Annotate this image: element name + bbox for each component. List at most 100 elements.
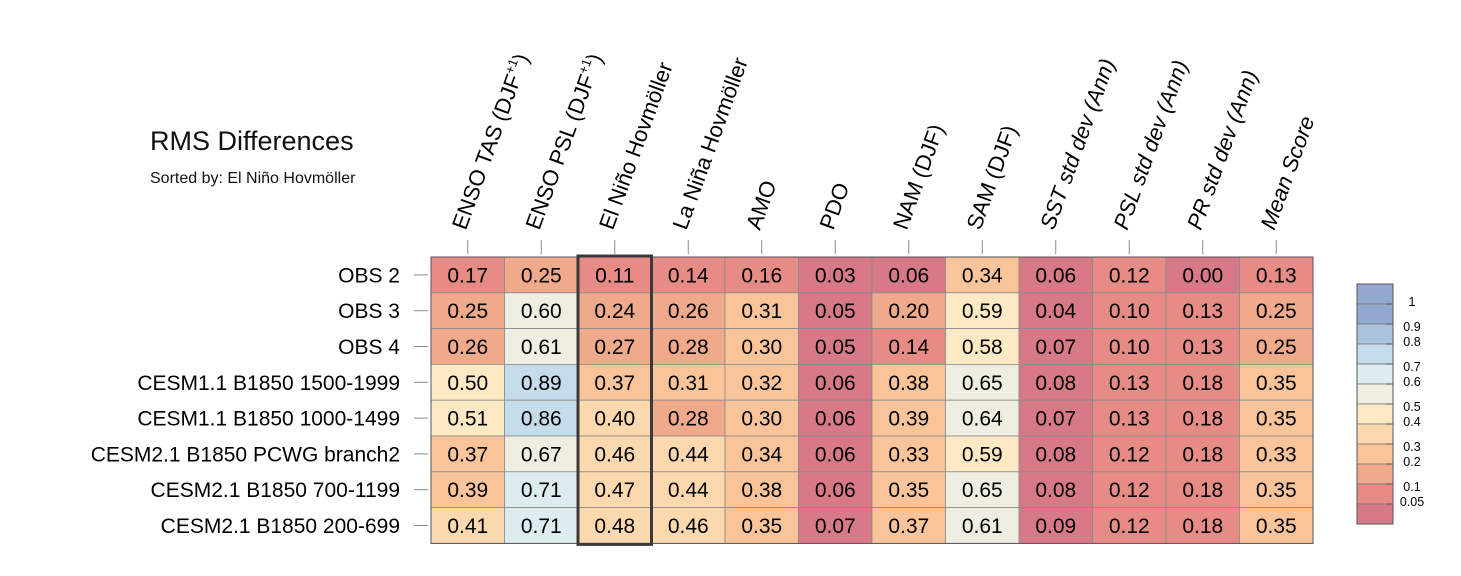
colorbar-segment (1356, 323, 1394, 345)
heatmap-cell (577, 328, 652, 365)
colorbar-segment (1356, 483, 1394, 505)
heatmap-cell (1092, 256, 1167, 294)
cell-value: 0.25 (521, 264, 562, 287)
cell-value: 0.12 (1109, 515, 1150, 538)
colorbar-segment (1356, 383, 1394, 405)
cell-value: 0.60 (521, 300, 562, 323)
row-label-obs-2: OBS 2 (338, 264, 400, 287)
heatmap-cell (1018, 292, 1093, 329)
row-label-obs-3: OBS 3 (338, 300, 400, 323)
heatmap-cell (504, 507, 579, 544)
cell-value: 0.64 (962, 408, 1003, 431)
cell-value: 0.46 (594, 443, 635, 466)
row-label-cesm1-1-b1850-1000-1499: CESM1.1 B1850 1000-1499 (137, 408, 400, 431)
cell-value: 0.06 (1035, 264, 1076, 287)
cell-value: 0.40 (594, 408, 635, 431)
cell-value: 0.06 (815, 408, 856, 431)
row-label-cesm2-1-b1850-200-699: CESM2.1 B1850 200-699 (161, 515, 400, 538)
cell-value: 0.38 (741, 479, 782, 502)
cell-value: 0.14 (888, 336, 929, 359)
cell-value: 0.35 (1256, 408, 1297, 431)
cell-value: 0.34 (741, 443, 782, 466)
cell-value: 0.18 (1182, 372, 1223, 395)
heatmap-cell (1092, 363, 1167, 401)
cell-value: 0.10 (1109, 336, 1150, 359)
colorbar-segment (1356, 503, 1394, 525)
heatmap-cell (945, 435, 1020, 473)
colorbar-segment (1356, 303, 1394, 325)
cell-value: 0.08 (1035, 443, 1076, 466)
cell-value: 0.06 (888, 264, 929, 287)
cell-value: 0.61 (521, 336, 562, 359)
cell-value: 0.18 (1182, 515, 1223, 538)
heatmap-cell (871, 363, 946, 401)
heatmap-cell (871, 399, 946, 437)
cell-value: 0.46 (668, 515, 709, 538)
heatmap-cell (651, 471, 726, 508)
cell-value: 0.09 (1035, 515, 1076, 538)
heatmap-cell (1092, 399, 1167, 437)
heatmap-cell (504, 363, 579, 401)
cell-value: 0.71 (521, 479, 562, 502)
heatmap-cell (651, 399, 726, 437)
heatmap-cell (651, 507, 726, 544)
cell-value: 0.25 (447, 300, 488, 323)
cell-value: 0.28 (668, 336, 709, 359)
heatmap-cell (945, 328, 1020, 365)
heatmap-cell (1239, 328, 1314, 365)
cell-value: 0.06 (815, 443, 856, 466)
heatmap-cell (651, 256, 726, 294)
cell-value: 0.08 (1035, 479, 1076, 502)
heatmap-cell (871, 328, 946, 365)
chart-title: RMS Differences (150, 126, 354, 156)
colorbar-segment (1356, 443, 1394, 465)
heatmap-cell (1018, 471, 1093, 508)
row-label-cesm2-1-b1850-pcwg-branch2: CESM2.1 B1850 PCWG branch2 (91, 443, 400, 466)
cell-value: 0.20 (888, 300, 929, 323)
cell-value: 0.06 (815, 479, 856, 502)
heatmap-cell (430, 363, 505, 401)
cell-value: 0.24 (594, 300, 635, 323)
cell-value: 0.08 (1035, 372, 1076, 395)
cell-value: 0.38 (888, 372, 929, 395)
colorbar-tick-label: 0.3 (1403, 440, 1420, 454)
colorbar-tick-label: 0.5 (1403, 400, 1420, 414)
cell-value: 0.35 (1256, 479, 1297, 502)
cell-value: 0.11 (595, 264, 634, 287)
cell-value: 0.07 (1035, 408, 1076, 431)
highlighted-column-box (576, 254, 653, 546)
cell-value: 0.16 (741, 264, 782, 287)
heatmap-cell (1092, 471, 1167, 508)
cell-value: 0.34 (962, 264, 1003, 287)
cell-value: 0.13 (1256, 264, 1297, 287)
chart-subtitle: Sorted by: El Niño Hovmöller (150, 170, 356, 187)
colorbar-tick-label: 0.4 (1403, 415, 1420, 429)
heatmap-cell (1239, 435, 1314, 473)
heatmap-cell (430, 256, 505, 294)
cell-value: 0.18 (1182, 408, 1223, 431)
cell-value: 0.00 (1182, 264, 1223, 287)
cell-value: 0.44 (668, 479, 709, 502)
cell-value: 0.31 (668, 372, 709, 395)
heatmap-cell (1165, 507, 1240, 544)
cell-value: 0.26 (668, 300, 709, 323)
cell-value: 0.13 (1182, 336, 1223, 359)
cell-value: 0.17 (447, 264, 488, 287)
cell-value: 0.37 (594, 372, 635, 395)
heatmap-frame (430, 256, 1314, 544)
cell-value: 0.35 (1256, 372, 1297, 395)
heatmap-cell (1165, 435, 1240, 473)
heatmap-cell (1018, 328, 1093, 365)
heatmap-cell (724, 292, 799, 329)
heatmap-cell (871, 292, 946, 329)
cell-value: 0.65 (962, 372, 1003, 395)
cell-value: 0.47 (594, 479, 635, 502)
cell-value: 0.25 (1256, 336, 1297, 359)
row-label-cesm1-1-b1850-1500-1999: CESM1.1 B1850 1500-1999 (137, 372, 400, 395)
cell-value: 0.12 (1109, 264, 1150, 287)
heatmap-cell (724, 328, 799, 365)
heatmap-cell (1165, 399, 1240, 437)
heatmap-cell (504, 292, 579, 329)
heatmap-cell (1165, 363, 1240, 401)
